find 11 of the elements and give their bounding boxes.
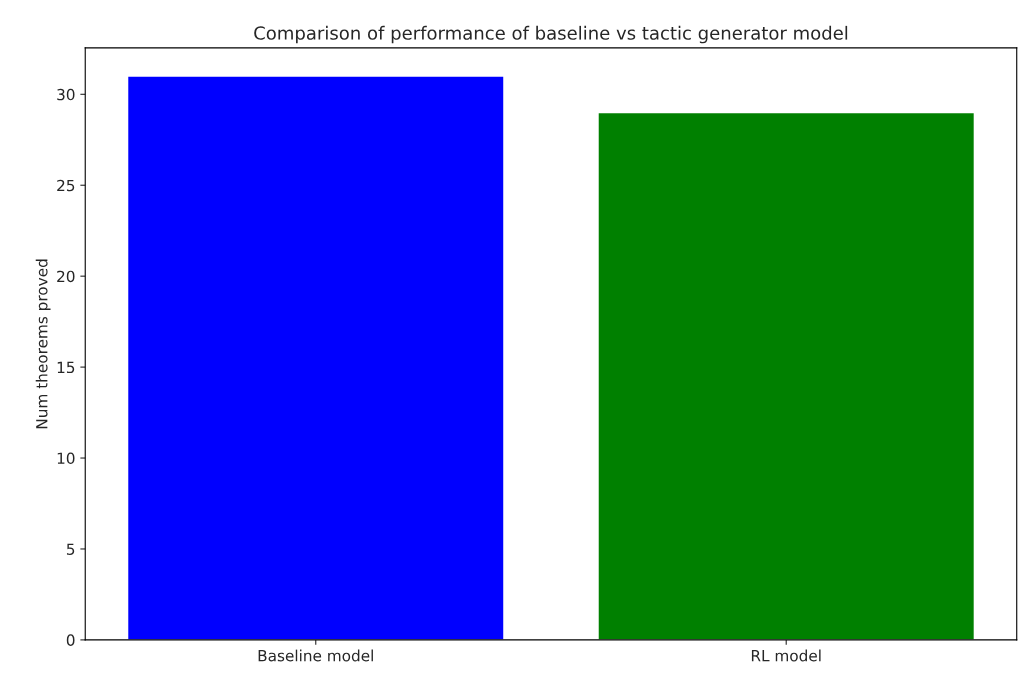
x-tick-label: RL model	[751, 649, 821, 662]
y-axis-title: Num theorems proved	[35, 259, 51, 429]
y-tick-label: 15	[57, 361, 75, 374]
y-tick-label: 20	[57, 270, 75, 283]
y-tick-label: 25	[57, 179, 75, 192]
chart-title: Comparison of performance of baseline vs tactic generator model	[254, 25, 848, 44]
x-tick-label: Baseline model	[258, 649, 373, 662]
y-tick-label: 5	[66, 543, 75, 555]
y-tick-label: 10	[57, 452, 75, 465]
y-tick-label: 30	[57, 88, 75, 101]
y-tick-label: 0	[66, 634, 75, 646]
